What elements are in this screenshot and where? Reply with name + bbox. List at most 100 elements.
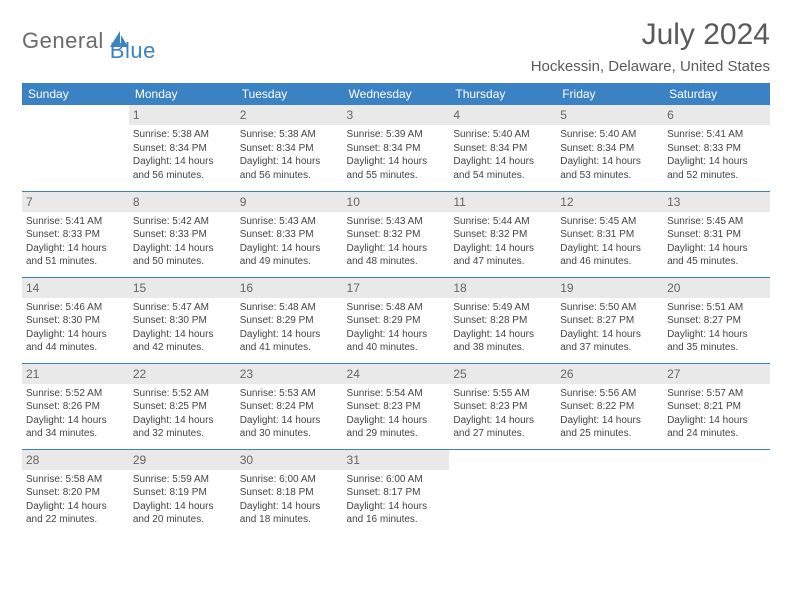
daylight-text: Daylight: 14 hours and 56 minutes. [133,155,232,182]
day-number: 4 [449,105,556,125]
calendar-cell: 13Sunrise: 5:45 AMSunset: 8:31 PMDayligh… [663,191,770,277]
calendar-cell: 6Sunrise: 5:41 AMSunset: 8:33 PMDaylight… [663,105,770,191]
sunset-text: Sunset: 8:34 PM [133,142,232,156]
day-number: 17 [343,278,450,298]
sunrise-text: Sunrise: 5:39 AM [347,128,446,142]
sunrise-text: Sunrise: 5:46 AM [26,301,125,315]
calendar-cell: 28Sunrise: 5:58 AMSunset: 8:20 PMDayligh… [22,449,129,535]
month-title: July 2024 [531,18,770,52]
sunset-text: Sunset: 8:34 PM [453,142,552,156]
sunset-text: Sunset: 8:32 PM [453,228,552,242]
day-number: 14 [22,278,129,298]
daylight-text: Daylight: 14 hours and 52 minutes. [667,155,766,182]
sunset-text: Sunset: 8:31 PM [560,228,659,242]
sunrise-text: Sunrise: 5:54 AM [347,387,446,401]
sunset-text: Sunset: 8:23 PM [347,400,446,414]
sunset-text: Sunset: 8:18 PM [240,486,339,500]
day-number: 3 [343,105,450,125]
calendar-cell: 11Sunrise: 5:44 AMSunset: 8:32 PMDayligh… [449,191,556,277]
sunset-text: Sunset: 8:17 PM [347,486,446,500]
daylight-text: Daylight: 14 hours and 44 minutes. [26,328,125,355]
sunrise-text: Sunrise: 5:58 AM [26,473,125,487]
day-number: 20 [663,278,770,298]
calendar-cell: 24Sunrise: 5:54 AMSunset: 8:23 PMDayligh… [343,363,450,449]
sunrise-text: Sunrise: 5:45 AM [560,215,659,229]
sunset-text: Sunset: 8:33 PM [133,228,232,242]
calendar-row: 21Sunrise: 5:52 AMSunset: 8:26 PMDayligh… [22,363,770,449]
day-number: 30 [236,450,343,470]
day-number: 22 [129,364,236,384]
calendar-table: Sunday Monday Tuesday Wednesday Thursday… [22,83,770,535]
calendar-cell: 20Sunrise: 5:51 AMSunset: 8:27 PMDayligh… [663,277,770,363]
sunrise-text: Sunrise: 5:50 AM [560,301,659,315]
calendar-cell: . [449,449,556,535]
calendar-cell: 16Sunrise: 5:48 AMSunset: 8:29 PMDayligh… [236,277,343,363]
daylight-text: Daylight: 14 hours and 48 minutes. [347,242,446,269]
calendar-cell: 4Sunrise: 5:40 AMSunset: 8:34 PMDaylight… [449,105,556,191]
weekday-header: Monday [129,83,236,105]
day-number: 24 [343,364,450,384]
sunrise-text: Sunrise: 5:57 AM [667,387,766,401]
sunrise-text: Sunrise: 5:43 AM [240,215,339,229]
sunset-text: Sunset: 8:20 PM [26,486,125,500]
sunset-text: Sunset: 8:25 PM [133,400,232,414]
calendar-cell: . [556,449,663,535]
sunrise-text: Sunrise: 5:43 AM [347,215,446,229]
day-number: 8 [129,192,236,212]
sunrise-text: Sunrise: 6:00 AM [347,473,446,487]
calendar-cell: 1Sunrise: 5:38 AMSunset: 8:34 PMDaylight… [129,105,236,191]
daylight-text: Daylight: 14 hours and 46 minutes. [560,242,659,269]
daylight-text: Daylight: 14 hours and 24 minutes. [667,414,766,441]
day-number: 15 [129,278,236,298]
calendar-cell: 21Sunrise: 5:52 AMSunset: 8:26 PMDayligh… [22,363,129,449]
daylight-text: Daylight: 14 hours and 35 minutes. [667,328,766,355]
daylight-text: Daylight: 14 hours and 34 minutes. [26,414,125,441]
calendar-row: 14Sunrise: 5:46 AMSunset: 8:30 PMDayligh… [22,277,770,363]
calendar-cell: 25Sunrise: 5:55 AMSunset: 8:23 PMDayligh… [449,363,556,449]
day-number: 7 [22,192,129,212]
sunrise-text: Sunrise: 5:41 AM [26,215,125,229]
calendar-cell: 2Sunrise: 5:38 AMSunset: 8:34 PMDaylight… [236,105,343,191]
sunset-text: Sunset: 8:31 PM [667,228,766,242]
daylight-text: Daylight: 14 hours and 45 minutes. [667,242,766,269]
calendar-cell: 15Sunrise: 5:47 AMSunset: 8:30 PMDayligh… [129,277,236,363]
sunset-text: Sunset: 8:33 PM [26,228,125,242]
day-number: 9 [236,192,343,212]
sunrise-text: Sunrise: 5:49 AM [453,301,552,315]
sunrise-text: Sunrise: 5:38 AM [240,128,339,142]
calendar-row: .1Sunrise: 5:38 AMSunset: 8:34 PMDayligh… [22,105,770,191]
daylight-text: Daylight: 14 hours and 53 minutes. [560,155,659,182]
sunrise-text: Sunrise: 5:55 AM [453,387,552,401]
day-number: 28 [22,450,129,470]
day-number: 25 [449,364,556,384]
sunset-text: Sunset: 8:21 PM [667,400,766,414]
location-text: Hockessin, Delaware, United States [531,58,770,75]
sunrise-text: Sunrise: 5:56 AM [560,387,659,401]
calendar-cell: 14 Sunrise: 5:46 AMSunset: 8:30 PMDayligh… [22,277,129,363]
sunset-text: Sunset: 8:30 PM [26,314,125,328]
day-number: 26 [556,364,663,384]
calendar-cell: 5Sunrise: 5:40 AMSunset: 8:34 PMDaylight… [556,105,663,191]
calendar-body: . 1Sunrise: 5:38 AMSunset: 8:34 PMDayligh… [22,105,770,535]
calendar-cell: 27Sunrise: 5:57 AMSunset: 8:21 PMDayligh… [663,363,770,449]
sunrise-text: Sunrise: 5:52 AM [26,387,125,401]
weekday-header: Thursday [449,83,556,105]
day-number: 18 [449,278,556,298]
day-number: 21 [22,364,129,384]
calendar-row: 7Sunrise: 5:41 AMSunset: 8:33 PMDaylight… [22,191,770,277]
daylight-text: Daylight: 14 hours and 47 minutes. [453,242,552,269]
weekday-header: Saturday [663,83,770,105]
calendar-cell: 10Sunrise: 5:43 AMSunset: 8:32 PMDayligh… [343,191,450,277]
weekday-header: Wednesday [343,83,450,105]
calendar-cell: 18Sunrise: 5:49 AMSunset: 8:28 PMDayligh… [449,277,556,363]
daylight-text: Daylight: 14 hours and 55 minutes. [347,155,446,182]
sunset-text: Sunset: 8:34 PM [347,142,446,156]
sunrise-text: Sunrise: 5:52 AM [133,387,232,401]
day-number: 19 [556,278,663,298]
weekday-header: Sunday [22,83,129,105]
sunrise-text: Sunrise: 5:40 AM [453,128,552,142]
day-number: 6 [663,105,770,125]
calendar-cell: 12 Sunrise: 5:45 AMSunset: 8:31 PMDayligh… [556,191,663,277]
sunrise-text: Sunrise: 5:53 AM [240,387,339,401]
day-number: 12 [556,192,663,212]
